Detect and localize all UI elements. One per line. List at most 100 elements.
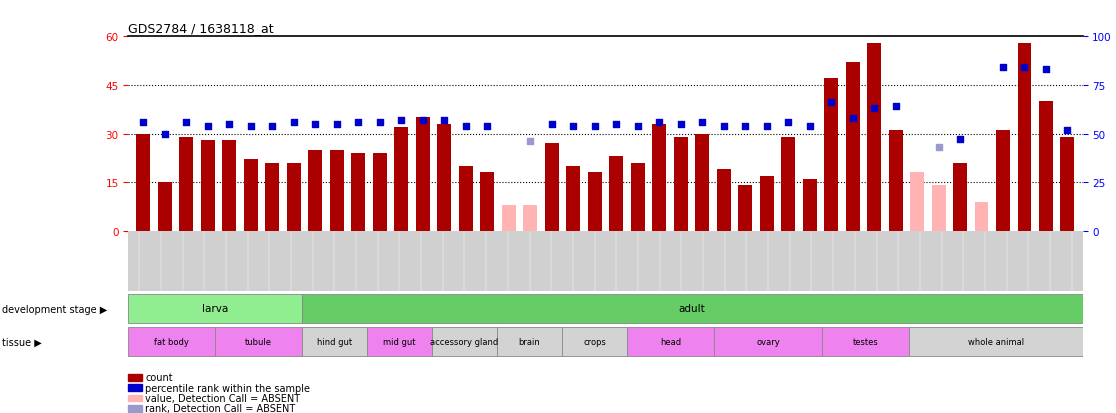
Bar (1018, 44, 1031, 231)
Text: hind gut: hind gut (317, 337, 352, 346)
Bar (330, 150, 344, 231)
Bar (437, 125, 451, 231)
Bar (352, 154, 365, 231)
Bar (995, 131, 1010, 231)
Point (800, 123, 818, 130)
Point (951, 137, 969, 143)
Bar (627, 327, 714, 356)
Bar (822, 327, 910, 356)
Point (371, 119, 388, 126)
Text: GDS2784 / 1638118_at: GDS2784 / 1638118_at (128, 21, 273, 35)
Point (1059, 127, 1077, 134)
Text: rank, Detection Call = ABSENT: rank, Detection Call = ABSENT (145, 404, 296, 413)
Point (393, 117, 411, 124)
Text: brain: brain (519, 337, 540, 346)
Bar (932, 186, 945, 231)
Bar (432, 327, 497, 356)
Bar (523, 205, 537, 231)
Text: testes: testes (853, 337, 878, 346)
Bar (738, 186, 752, 231)
Text: head: head (660, 337, 681, 346)
Bar (953, 164, 966, 231)
Bar (201, 141, 215, 231)
Bar (157, 183, 172, 231)
Text: crops: crops (584, 337, 606, 346)
Point (779, 119, 797, 126)
Bar (714, 327, 822, 356)
Point (435, 117, 453, 124)
Point (1016, 65, 1033, 71)
Point (199, 123, 217, 130)
Point (628, 123, 646, 130)
Text: tubule: tubule (244, 337, 272, 346)
Point (1037, 67, 1055, 74)
Point (134, 119, 152, 126)
Bar (215, 327, 301, 356)
Bar (824, 79, 838, 231)
Point (651, 119, 668, 126)
Point (844, 115, 862, 122)
Point (307, 121, 325, 128)
Point (414, 117, 432, 124)
Bar (244, 160, 258, 231)
Bar (308, 150, 323, 231)
Point (758, 123, 776, 130)
Text: adult: adult (679, 304, 705, 314)
Bar (781, 138, 795, 231)
Bar (180, 138, 193, 231)
Bar (695, 134, 709, 231)
Text: percentile rank within the sample: percentile rank within the sample (145, 383, 310, 393)
Point (886, 104, 904, 110)
Point (177, 119, 195, 126)
Bar (394, 128, 408, 231)
Point (822, 100, 840, 107)
Bar (128, 294, 301, 324)
Text: fat body: fat body (154, 337, 189, 346)
Point (737, 123, 754, 130)
Bar (301, 327, 367, 356)
Bar (609, 157, 623, 231)
Bar (416, 118, 430, 231)
Point (263, 123, 281, 130)
Point (156, 131, 174, 138)
Bar (910, 173, 924, 231)
Bar (222, 141, 237, 231)
Point (285, 119, 302, 126)
Bar (566, 166, 580, 231)
Point (672, 121, 690, 128)
Text: ovary: ovary (757, 337, 780, 346)
Bar (716, 170, 731, 231)
Bar (1060, 138, 1075, 231)
Bar (459, 166, 473, 231)
Bar (974, 202, 989, 231)
Bar (128, 327, 215, 356)
Point (607, 121, 625, 128)
Text: larva: larva (202, 304, 228, 314)
Bar (846, 63, 859, 231)
Bar (502, 205, 516, 231)
Bar (136, 134, 151, 231)
Bar (301, 294, 1083, 324)
Bar (760, 176, 773, 231)
Point (586, 123, 604, 130)
Point (221, 121, 239, 128)
Bar (545, 144, 559, 231)
Bar (287, 164, 301, 231)
Point (930, 145, 947, 151)
Text: accessory gland: accessory gland (431, 337, 499, 346)
Text: whole animal: whole animal (968, 337, 1023, 346)
Bar (652, 125, 666, 231)
Text: count: count (145, 373, 173, 382)
Bar (588, 173, 602, 231)
Bar (266, 164, 279, 231)
Point (714, 123, 732, 130)
Bar (1039, 102, 1054, 231)
Point (865, 106, 883, 112)
Bar (802, 180, 817, 231)
Bar (373, 154, 387, 231)
Bar (480, 173, 494, 231)
Text: tissue ▶: tissue ▶ (2, 337, 42, 347)
Point (693, 119, 711, 126)
Point (479, 123, 497, 130)
Bar (367, 327, 432, 356)
